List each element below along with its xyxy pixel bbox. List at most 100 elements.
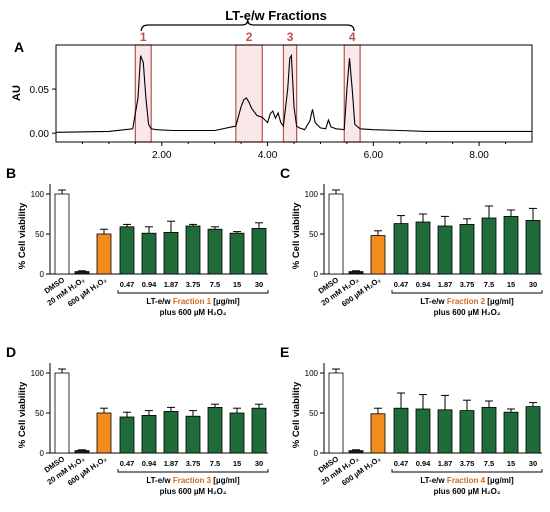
fractions-title: LT-e/w Fractions — [225, 8, 327, 23]
bar — [525, 220, 541, 275]
panel-letter: E — [280, 344, 289, 360]
bar — [328, 193, 344, 275]
bar — [525, 406, 541, 454]
x-label-fraction: Fraction 3 — [173, 476, 212, 485]
bar — [481, 217, 497, 275]
chromatogram-trace — [55, 53, 532, 133]
fraction-number-label: 1 — [140, 30, 147, 44]
x-tick-label: 8.00 — [469, 150, 489, 161]
bar — [481, 407, 497, 454]
x-axis-label: LT-e/w Fraction 2 [µg/ml] — [420, 297, 514, 306]
bar — [141, 415, 157, 454]
bar — [119, 416, 135, 454]
concentration-label: 0.94 — [416, 459, 431, 468]
bar — [163, 232, 179, 275]
x-axis-label-line2: plus 600 µM H₂O₂ — [434, 308, 501, 317]
bar — [251, 228, 267, 275]
concentration-label: 1.87 — [438, 280, 453, 289]
bar — [328, 372, 344, 454]
x-label-prefix: LT-e/w — [420, 476, 447, 485]
y-axis-label: % Cell viability — [291, 202, 302, 269]
concentration-label: 3.75 — [186, 280, 201, 289]
fraction-bracket — [117, 290, 269, 294]
panel-letter: C — [280, 165, 290, 181]
concentration-label: 30 — [255, 459, 263, 468]
y-tick-label: 50 — [309, 230, 318, 239]
x-label-unit: [µg/ml] — [485, 297, 514, 306]
bar — [207, 407, 223, 454]
bar — [503, 411, 519, 454]
fraction-number-label: 3 — [287, 30, 294, 44]
x-label-unit: [µg/ml] — [211, 476, 240, 485]
bar — [348, 271, 364, 275]
concentration-label: 15 — [507, 459, 515, 468]
concentration-label: 0.47 — [120, 280, 135, 289]
bar — [393, 223, 409, 275]
y-tick-label: 100 — [31, 369, 45, 378]
y-tick-label: 0 — [314, 449, 319, 458]
y-tick-label: 0 — [40, 270, 45, 279]
x-axis-label: LT-e/w Fraction 1 [µg/ml] — [146, 297, 240, 306]
concentration-label: 0.47 — [120, 459, 135, 468]
bar — [54, 372, 70, 454]
concentration-label: 7.5 — [210, 280, 220, 289]
concentration-label: 15 — [233, 459, 241, 468]
concentration-label: 30 — [529, 280, 537, 289]
x-label-prefix: LT-e/w — [420, 297, 447, 306]
concentration-label: 7.5 — [484, 280, 494, 289]
bar — [119, 226, 135, 275]
panel-a-letter: A — [14, 39, 24, 55]
fraction-number-label: 4 — [349, 30, 356, 44]
bar — [229, 232, 245, 275]
concentration-label: 0.47 — [394, 459, 409, 468]
bar — [437, 409, 453, 454]
bar — [503, 216, 519, 275]
x-label-prefix: LT-e/w — [146, 476, 173, 485]
fraction-highlight-box — [134, 44, 152, 143]
bar — [370, 235, 386, 275]
fraction-bracket — [391, 290, 543, 294]
y-tick-label: 50 — [35, 230, 44, 239]
concentration-label: 3.75 — [460, 459, 475, 468]
y-tick-label: 50 — [309, 409, 318, 418]
y-tick-label: 50 — [35, 409, 44, 418]
x-tick-label: 6.00 — [364, 150, 384, 161]
bar — [415, 408, 431, 454]
bar — [348, 450, 364, 454]
x-label-unit: [µg/ml] — [211, 297, 240, 306]
bar — [96, 412, 112, 454]
bar — [437, 225, 453, 275]
panel-a-ylabel: AU — [11, 85, 23, 101]
concentration-label: 7.5 — [210, 459, 220, 468]
bar — [229, 412, 245, 454]
y-tick-label: 0 — [40, 449, 45, 458]
bar — [96, 233, 112, 275]
y-tick-label: 0 — [314, 270, 319, 279]
bar — [141, 232, 157, 275]
x-label-prefix: LT-e/w — [146, 297, 173, 306]
x-label-fraction: Fraction 4 — [447, 476, 486, 485]
chromatogram-section: LT-e/w Fractions A AU 1 2 3 4 0.00 0.05 2.00 4.… — [11, 8, 533, 161]
x-axis-label: LT-e/w Fraction 3 [µg/ml] — [146, 476, 240, 485]
panel-letter: D — [6, 344, 16, 360]
x-label-fraction: Fraction 2 — [447, 297, 486, 306]
bar — [163, 411, 179, 454]
concentration-label: 30 — [529, 459, 537, 468]
bar — [74, 271, 90, 275]
concentration-label: 1.87 — [164, 459, 179, 468]
bar — [459, 410, 475, 454]
concentration-label: 15 — [233, 280, 241, 289]
x-label-fraction: Fraction 1 — [173, 297, 212, 306]
concentration-label: 1.87 — [438, 459, 453, 468]
concentration-label: 0.47 — [394, 280, 409, 289]
fraction-highlight-box — [235, 44, 263, 143]
y-axis-label: % Cell viability — [17, 381, 28, 448]
x-axis-label-line2: plus 600 µM H₂O₂ — [160, 487, 227, 496]
y-tick-label: 100 — [305, 369, 319, 378]
bar — [185, 415, 201, 454]
concentration-label: 3.75 — [460, 280, 475, 289]
bar — [370, 413, 386, 454]
